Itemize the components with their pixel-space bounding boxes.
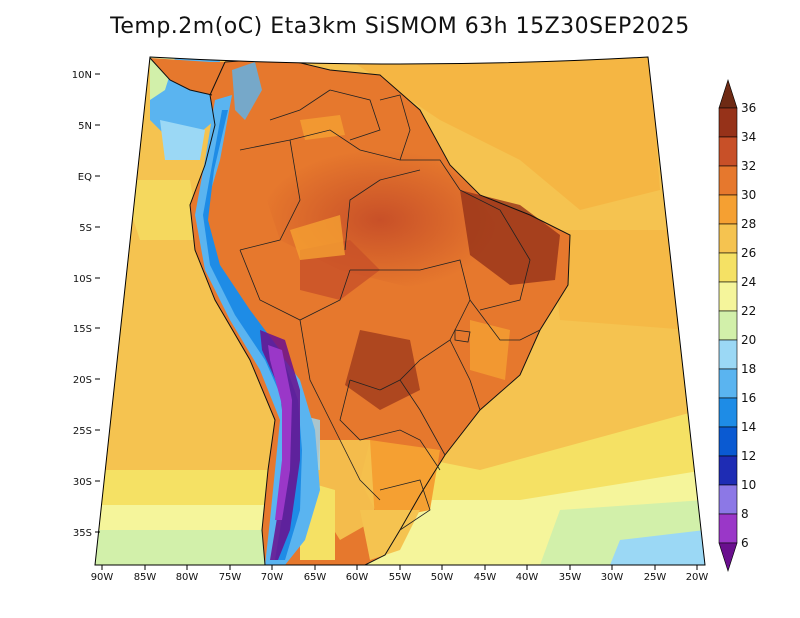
lon-label-70w: 70W	[261, 572, 284, 583]
lon-label-40w: 40W	[516, 572, 539, 583]
colorbar-label: 16	[741, 391, 756, 405]
colorbar-segment	[718, 368, 738, 399]
colorbar-label: 6	[741, 536, 749, 550]
lat-label-35s: 35S	[73, 528, 92, 539]
lat-label-10n: 10N	[72, 70, 92, 81]
colorbar-segment	[718, 513, 738, 544]
colorbar-label: 8	[741, 507, 749, 521]
colorbar-segment	[718, 165, 738, 196]
map-title: Temp.2m(oC) Eta3km SiSMOM 63h 15Z30SEP20…	[110, 14, 690, 39]
colorbar-label: 34	[741, 130, 756, 144]
colorbar-labels: 36 34 32 30 28 26 24 22 20 18 16 14 12 10 8 6	[741, 101, 756, 550]
colorbar-segment	[718, 455, 738, 486]
colorbar-label: 36	[741, 101, 756, 115]
colorbar-label: 26	[741, 246, 756, 260]
latitude-axis: 10N 5N EQ 5S 10S 15S 20S 25S 30S 35S	[72, 70, 100, 539]
colorbar-segment	[718, 281, 738, 312]
colorbar-segment	[718, 310, 738, 341]
lat-label-20s: 20S	[73, 375, 92, 386]
colorbar-segment	[718, 339, 738, 370]
colorbar-label: 24	[741, 275, 756, 289]
colorbar-label: 12	[741, 449, 756, 463]
lon-label-35w: 35W	[559, 572, 582, 583]
lon-label-50w: 50W	[431, 572, 454, 583]
lat-label-eq: EQ	[78, 172, 92, 183]
lon-label-30w: 30W	[601, 572, 624, 583]
lon-label-65w: 65W	[304, 572, 327, 583]
colorbar-segment	[718, 484, 738, 515]
colorbar-segment	[718, 252, 738, 283]
lon-label-55w: 55W	[389, 572, 412, 583]
lon-label-60w: 60W	[346, 572, 369, 583]
lat-label-15s: 15S	[73, 324, 92, 335]
colorbar-label: 18	[741, 362, 756, 376]
lon-label-25w: 25W	[644, 572, 667, 583]
colorbar-arrow-bottom	[718, 542, 738, 572]
colorbar-segment	[718, 223, 738, 254]
lon-label-75w: 75W	[219, 572, 242, 583]
lat-label-30s: 30S	[73, 477, 92, 488]
colorbar-arrow-top	[718, 79, 738, 109]
colorbar-label: 20	[741, 333, 756, 347]
country-borders	[239, 89, 541, 531]
colorbar-label: 28	[741, 217, 756, 231]
lon-label-85w: 85W	[134, 572, 157, 583]
colorbar-label: 14	[741, 420, 756, 434]
lat-label-25s: 25S	[73, 426, 92, 437]
colorbar-segment	[718, 194, 738, 225]
lon-label-45w: 45W	[474, 572, 497, 583]
colorbar-segment	[718, 136, 738, 167]
map-frame	[94, 56, 706, 566]
lat-label-5n: 5N	[78, 121, 92, 132]
lon-label-90w: 90W	[91, 572, 114, 583]
lon-label-20w: 20W	[686, 572, 709, 583]
colorbar-segment	[718, 397, 738, 428]
colorbar: 36 34 32 30 28 26 24 22 20 18 16 14 12 10 8 6	[718, 79, 756, 572]
lon-label-80w: 80W	[176, 572, 199, 583]
colorbar-label: 30	[741, 188, 756, 202]
colorbar-label: 32	[741, 159, 756, 173]
colorbar-segment	[718, 107, 738, 138]
lat-label-10s: 10S	[73, 274, 92, 285]
colorbar-label: 22	[741, 304, 756, 318]
colorbar-segment	[718, 426, 738, 457]
lat-label-5s: 5S	[79, 223, 92, 234]
colorbar-segments	[718, 79, 738, 572]
longitude-axis: 90W 85W 80W 75W 70W 65W 60W 55W 50W 45W …	[91, 565, 709, 583]
temperature-field	[95, 57, 705, 565]
colorbar-label: 10	[741, 478, 756, 492]
